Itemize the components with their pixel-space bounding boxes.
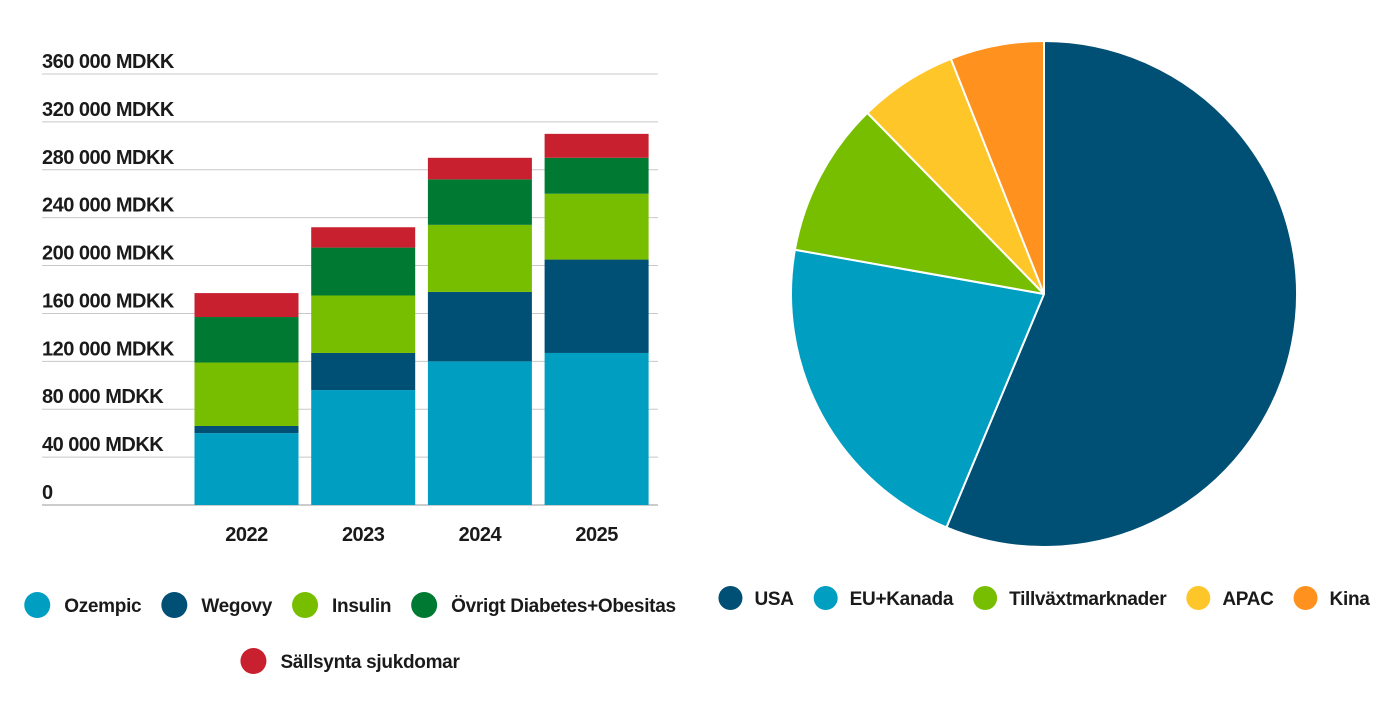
bar-segment-ozempic-2023	[311, 390, 416, 505]
bar-segment-ozempic-2022	[194, 433, 299, 505]
bar-segment-sallsynta-sjukdomar-2025	[544, 133, 649, 158]
legend-label-insulin: Insulin	[332, 596, 391, 617]
bar-segment-ozempic-2025	[544, 352, 649, 505]
y-tick-label: 0	[42, 482, 53, 504]
legend-marker-kina	[1293, 586, 1318, 610]
pie-slice-kina	[949, 40, 1045, 295]
pie-chart-legend: USA EU+Kanada Tillväxtmarknader APAC Kina	[718, 586, 1371, 610]
bar-segments	[194, 133, 649, 505]
bar-segment-ovrigt-diabetes-obesitas-2024	[427, 179, 532, 225]
y-tick-label: 320 000 MDKK	[42, 99, 175, 121]
stacked-bar-chart: 0 40 000 MDKK 80 000 MDKK 120 000 MDKK 160 0…	[24, 51, 676, 674]
bar-segment-insulin-2022	[194, 362, 299, 426]
bar-segment-insulin-2023	[311, 295, 416, 353]
legend-marker-ozempic	[24, 592, 51, 618]
x-tick-label-2023: 2023	[342, 524, 385, 546]
legend-label-eu-kanada: EU+Kanada	[850, 589, 954, 610]
bar-segment-wegovy-2022	[194, 425, 299, 434]
y-tick-label: 160 000 MDKK	[42, 290, 175, 312]
y-tick-label: 80 000 MDKK	[42, 386, 164, 408]
legend-marker-sallsynta-sjukdomar	[240, 648, 267, 674]
pie-chart: USA EU+Kanada Tillväxtmarknader APAC Kina	[718, 40, 1371, 610]
legend-marker-apac	[1186, 586, 1211, 610]
y-tick-label: 240 000 MDKK	[42, 195, 175, 217]
legend-label-kina: Kina	[1330, 589, 1371, 610]
y-tick-label: 280 000 MDKK	[42, 147, 175, 169]
legend-label-usa: USA	[754, 589, 794, 610]
legend-label-ozempic: Ozempic	[64, 596, 142, 617]
pie-slice-tillvaxtmarknader	[793, 111, 1045, 295]
y-axis-tick-labels: 0 40 000 MDKK 80 000 MDKK 120 000 MDKK 160 0…	[42, 51, 175, 504]
legend-marker-insulin	[292, 592, 319, 618]
legend-label-wegovy: Wegovy	[201, 596, 272, 617]
legend-label-tillvaxtmarknader: Tillväxtmarknader	[1009, 589, 1167, 610]
bar-segment-sallsynta-sjukdomar-2024	[427, 157, 532, 180]
legend-marker-ovrigt-diabetes-obesitas	[411, 592, 438, 618]
bar-segment-insulin-2024	[427, 224, 532, 292]
bar-chart-legend: Ozempic Wegovy Insulin Övrigt Diabetes+Obes…	[24, 592, 676, 674]
bar-segment-sallsynta-sjukdomar-2023	[311, 227, 416, 248]
legend-label-ovrigt-diabetes-obesitas: Övrigt Diabetes+Obesitas	[451, 596, 676, 617]
bar-segment-ozempic-2024	[427, 361, 532, 505]
pie-slice-usa	[945, 40, 1298, 548]
bar-segment-sallsynta-sjukdomar-2022	[194, 293, 299, 318]
pie-slice-eu-kanada	[790, 248, 1045, 529]
bar-segment-ovrigt-diabetes-obesitas-2025	[544, 157, 649, 194]
legend-marker-eu-kanada	[813, 586, 838, 610]
bar-segment-insulin-2025	[544, 193, 649, 260]
x-tick-label-2022: 2022	[225, 524, 268, 546]
pie-slices	[790, 40, 1298, 548]
y-tick-label: 200 000 MDKK	[42, 243, 175, 265]
bar-segment-wegovy-2025	[544, 259, 649, 353]
bar-segment-wegovy-2024	[427, 291, 532, 362]
legend-marker-tillvaxtmarknader	[973, 586, 998, 610]
y-tick-label: 120 000 MDKK	[42, 338, 175, 360]
x-tick-label-2025: 2025	[575, 524, 618, 546]
x-axis-tick-labels: 2022 2023 2024 2025	[225, 524, 618, 546]
bar-segment-wegovy-2023	[311, 352, 416, 391]
bar-segment-ovrigt-diabetes-obesitas-2023	[311, 247, 416, 296]
bar-segment-ovrigt-diabetes-obesitas-2022	[194, 317, 299, 363]
x-tick-label-2024: 2024	[459, 524, 503, 546]
y-tick-label: 360 000 MDKK	[42, 51, 175, 73]
legend-marker-usa	[718, 586, 743, 610]
legend-label-sallsynta-sjukdomar: Sällsynta sjukdomar	[280, 652, 460, 673]
y-tick-label: 40 000 MDKK	[42, 434, 164, 456]
legend-marker-wegovy	[161, 592, 188, 618]
legend-label-apac: APAC	[1222, 589, 1274, 610]
